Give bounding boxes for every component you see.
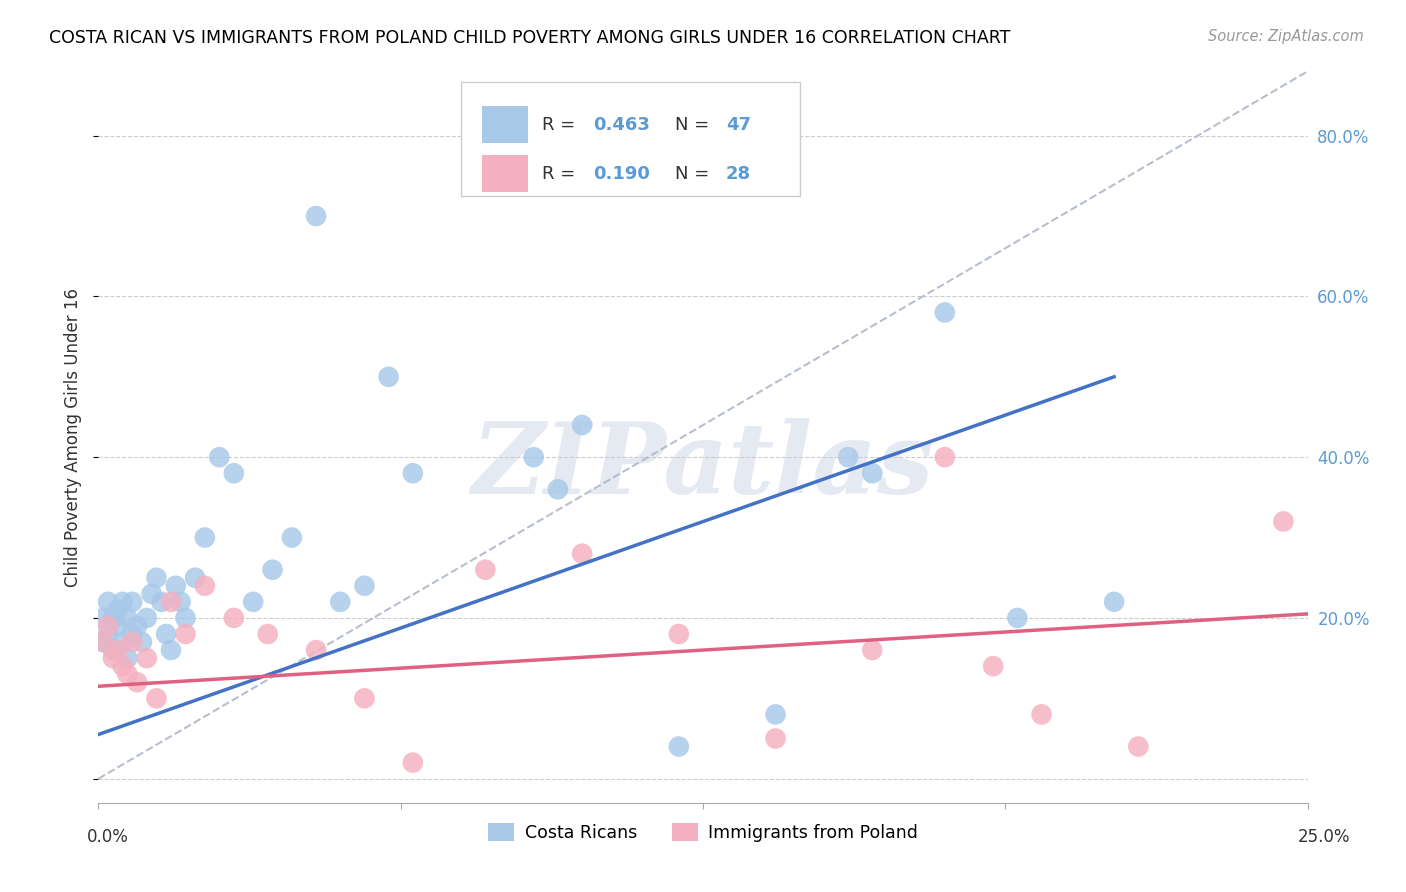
Text: R =: R =	[543, 116, 581, 134]
Bar	[482, 106, 527, 143]
Point	[402, 467, 425, 481]
Point	[127, 619, 149, 633]
Point	[765, 731, 787, 746]
Point	[155, 627, 177, 641]
Text: Source: ZipAtlas.com: Source: ZipAtlas.com	[1208, 29, 1364, 44]
Point	[222, 467, 245, 481]
Point	[101, 651, 124, 665]
Point	[837, 450, 859, 465]
Point	[135, 651, 157, 665]
Point	[101, 611, 124, 625]
Text: ZIPatlas: ZIPatlas	[472, 418, 934, 515]
Point	[242, 595, 264, 609]
Point	[150, 595, 173, 609]
Point	[160, 643, 183, 657]
Text: 0.190: 0.190	[593, 165, 650, 183]
Point	[256, 627, 278, 641]
Point	[1102, 595, 1125, 609]
Point	[111, 635, 134, 649]
Point	[1007, 611, 1029, 625]
Point	[329, 595, 352, 609]
Y-axis label: Child Poverty Among Girls Under 16: Child Poverty Among Girls Under 16	[65, 287, 83, 587]
FancyBboxPatch shape	[461, 82, 800, 195]
Point	[934, 450, 956, 465]
Point	[222, 611, 245, 625]
Text: 0.463: 0.463	[593, 116, 650, 134]
Point	[1031, 707, 1053, 722]
Point	[305, 643, 328, 657]
Point	[97, 619, 120, 633]
Point	[91, 635, 114, 649]
Point	[402, 756, 425, 770]
Text: R =: R =	[543, 165, 581, 183]
Point	[860, 467, 883, 481]
Point	[111, 595, 134, 609]
Point	[353, 691, 375, 706]
Point	[101, 643, 124, 657]
Point	[127, 675, 149, 690]
Text: 0.0%: 0.0%	[87, 828, 129, 846]
Point	[165, 579, 187, 593]
Point	[117, 667, 139, 681]
Point	[121, 635, 143, 649]
Point	[107, 619, 129, 633]
Point	[169, 595, 191, 609]
Point	[107, 643, 129, 657]
Point	[121, 595, 143, 609]
Point	[1128, 739, 1150, 754]
Point	[97, 595, 120, 609]
Point	[194, 531, 217, 545]
Point	[571, 417, 593, 432]
Point	[111, 659, 134, 673]
Text: 28: 28	[725, 165, 751, 183]
Point	[160, 595, 183, 609]
Point	[860, 643, 883, 657]
Point	[117, 611, 139, 625]
Point	[117, 651, 139, 665]
Point	[194, 579, 217, 593]
Point	[668, 739, 690, 754]
Point	[262, 563, 284, 577]
Point	[547, 483, 569, 497]
Text: 25.0%: 25.0%	[1298, 828, 1351, 846]
Point	[97, 627, 120, 641]
Point	[174, 611, 197, 625]
Point	[174, 627, 197, 641]
Point	[668, 627, 690, 641]
Text: N =: N =	[675, 165, 716, 183]
Point	[208, 450, 231, 465]
Point	[107, 603, 129, 617]
Point	[934, 305, 956, 319]
Text: 47: 47	[725, 116, 751, 134]
Text: N =: N =	[675, 116, 716, 134]
Point	[121, 627, 143, 641]
Point	[91, 635, 114, 649]
Point	[571, 547, 593, 561]
Point	[91, 611, 114, 625]
Point	[145, 571, 167, 585]
Point	[353, 579, 375, 593]
Point	[981, 659, 1004, 673]
Point	[474, 563, 496, 577]
Text: COSTA RICAN VS IMMIGRANTS FROM POLAND CHILD POVERTY AMONG GIRLS UNDER 16 CORRELA: COSTA RICAN VS IMMIGRANTS FROM POLAND CH…	[49, 29, 1011, 46]
Point	[131, 635, 153, 649]
Legend: Costa Ricans, Immigrants from Poland: Costa Ricans, Immigrants from Poland	[481, 816, 925, 849]
Point	[135, 611, 157, 625]
Point	[377, 369, 399, 384]
Point	[523, 450, 546, 465]
Point	[1272, 515, 1295, 529]
Point	[184, 571, 207, 585]
Point	[145, 691, 167, 706]
Bar	[482, 155, 527, 192]
Point	[765, 707, 787, 722]
Point	[141, 587, 163, 601]
Point	[305, 209, 328, 223]
Point	[281, 531, 304, 545]
